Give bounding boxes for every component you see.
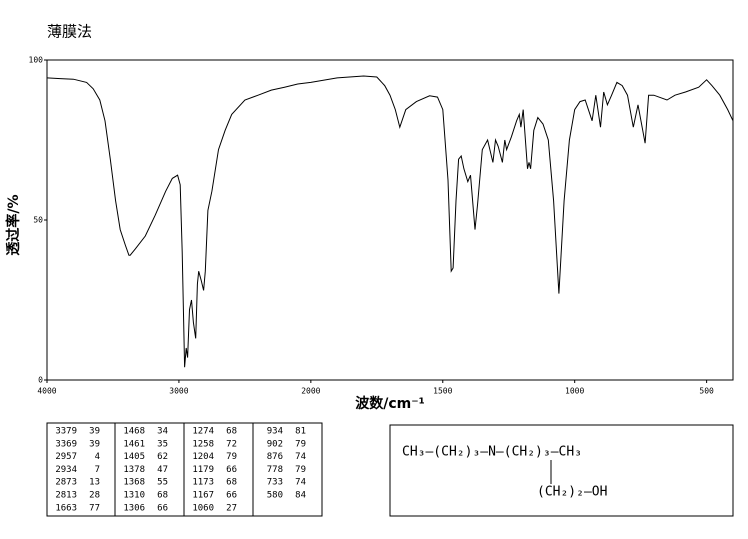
peak-wavenumber: 902 — [267, 439, 283, 449]
spectrum-line — [46, 75, 734, 368]
peak-intensity: 4 — [95, 452, 100, 462]
peak-wavenumber: 1405 — [123, 452, 145, 462]
peak-wavenumber: 778 — [267, 465, 283, 475]
peak-intensity: 47 — [157, 465, 168, 475]
peak-intensity: 74 — [295, 452, 306, 462]
peak-wavenumber: 1461 — [123, 439, 145, 449]
x-tick-label: 2000 — [301, 387, 320, 396]
structure-frame — [389, 424, 734, 517]
structure-branch: (CH₂)₂—OH — [537, 485, 607, 500]
peak-intensity: 84 — [295, 491, 306, 501]
y-axis-label: 透过率/% — [5, 194, 22, 255]
peak-intensity: 62 — [157, 452, 168, 462]
peak-intensity: 68 — [226, 478, 237, 488]
peak-wavenumber: 3369 — [55, 439, 77, 449]
peak-intensity: 39 — [89, 439, 100, 449]
structure-main: CH₃—(CH₂)₃—N—(CH₂)₃—CH₃ — [402, 445, 582, 460]
peak-wavenumber: 876 — [267, 452, 283, 462]
peak-intensity: 81 — [295, 427, 306, 437]
x-tick-label: 1000 — [565, 387, 584, 396]
peak-intensity: 79 — [295, 465, 306, 475]
peak-intensity: 34 — [157, 427, 168, 437]
peak-wavenumber: 580 — [267, 491, 283, 501]
chart-title: 薄膜法 — [47, 23, 92, 41]
peak-intensity: 66 — [157, 503, 168, 513]
peak-intensity: 79 — [295, 439, 306, 449]
peak-wavenumber: 733 — [267, 478, 283, 488]
peak-wavenumber: 1378 — [123, 465, 145, 475]
y-tick-label: 50 — [33, 216, 43, 225]
peak-wavenumber: 1204 — [192, 452, 214, 462]
x-tick-label: 4000 — [37, 387, 56, 396]
peak-wavenumber: 1167 — [192, 491, 214, 501]
peak-intensity: 68 — [157, 491, 168, 501]
x-axis-label: 波数/cm⁻¹ — [355, 395, 425, 412]
peak-wavenumber: 2957 — [55, 452, 77, 462]
peak-intensity: 72 — [226, 439, 237, 449]
peak-wavenumber: 3379 — [55, 427, 77, 437]
x-tick-label: 500 — [699, 387, 714, 396]
peak-intensity: 13 — [89, 478, 100, 488]
peak-wavenumber: 1306 — [123, 503, 145, 513]
peak-wavenumber: 934 — [267, 427, 283, 437]
peak-intensity: 77 — [89, 503, 100, 513]
peak-intensity: 28 — [89, 491, 100, 501]
peak-intensity: 68 — [226, 427, 237, 437]
peak-wavenumber: 1173 — [192, 478, 214, 488]
peak-intensity: 39 — [89, 427, 100, 437]
peak-intensity: 74 — [295, 478, 306, 488]
peak-intensity: 35 — [157, 439, 168, 449]
peak-wavenumber: 1468 — [123, 427, 145, 437]
peak-wavenumber: 1310 — [123, 491, 145, 501]
peak-intensity: 27 — [226, 503, 237, 513]
peak-intensity: 7 — [95, 465, 100, 475]
peak-wavenumber: 1274 — [192, 427, 214, 437]
peak-wavenumber: 1060 — [192, 503, 214, 513]
x-tick-label: 1500 — [433, 387, 452, 396]
peak-intensity: 55 — [157, 478, 168, 488]
peak-wavenumber: 1258 — [192, 439, 214, 449]
peak-wavenumber: 2934 — [55, 465, 77, 475]
y-tick-label: 100 — [29, 56, 44, 65]
y-tick-label: 0 — [38, 376, 43, 385]
peak-wavenumber: 2813 — [55, 491, 77, 501]
peak-wavenumber: 2873 — [55, 478, 77, 488]
peak-intensity: 66 — [226, 465, 237, 475]
x-tick-label: 3000 — [169, 387, 188, 396]
peak-intensity: 79 — [226, 452, 237, 462]
peak-wavenumber: 1368 — [123, 478, 145, 488]
peak-wavenumber: 1179 — [192, 465, 214, 475]
peak-wavenumber: 1663 — [55, 503, 77, 513]
peak-intensity: 66 — [226, 491, 237, 501]
